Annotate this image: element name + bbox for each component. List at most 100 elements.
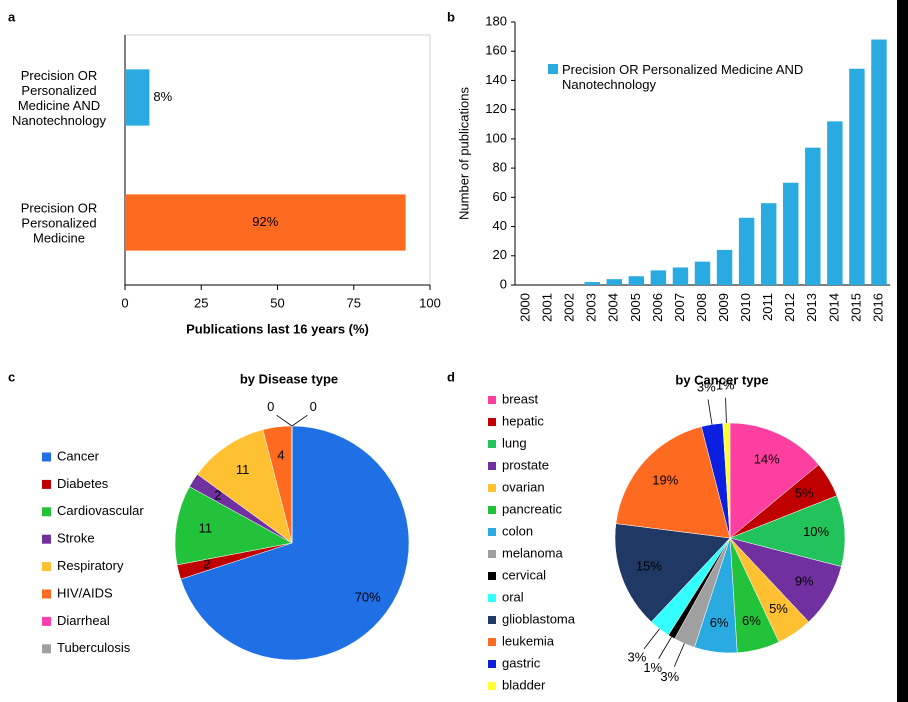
legend-swatch [42, 452, 51, 462]
value-label: 5% [795, 486, 814, 501]
pie-slice [729, 422, 819, 539]
legend-label: Precision OR Personalized Medicine AND N… [562, 62, 804, 92]
pie-slice [615, 426, 731, 539]
panel-label: b [447, 9, 455, 24]
legend-swatch [42, 479, 51, 489]
value-label: 8% [153, 89, 172, 104]
value-label: 1% [643, 660, 662, 675]
bar [606, 279, 622, 285]
value-label: 92% [252, 214, 278, 229]
legend-label: cervical [502, 567, 546, 582]
legend-label: breast [502, 391, 539, 406]
panel-label: a [8, 9, 16, 24]
bar [805, 147, 821, 285]
legend-swatch [488, 462, 496, 470]
value-label: 3% [697, 380, 716, 395]
bar [849, 68, 865, 285]
legend-swatch [42, 616, 51, 626]
bar [125, 194, 406, 251]
x-tick-label: 2008 [694, 293, 709, 322]
legend-swatch [488, 660, 496, 668]
value-label: 4 [277, 447, 284, 462]
x-tick-label: 100 [419, 295, 441, 310]
legend-label: Diarrheal [57, 613, 110, 628]
legend-swatch [488, 418, 496, 426]
pie-slice [614, 523, 731, 623]
value-label: 15% [636, 559, 662, 574]
y-tick-label: 20 [493, 247, 507, 262]
legend-label: ovarian [502, 479, 545, 494]
legend-label: HIV/AIDS [57, 585, 113, 600]
value-label: 6% [710, 615, 729, 630]
legend-label: Diabetes [57, 476, 109, 491]
legend-swatch [488, 594, 496, 602]
value-label: 11 [236, 462, 250, 477]
panel-label: c [8, 369, 15, 384]
chart-title: by Disease type [240, 371, 338, 386]
value-label: 9% [795, 573, 814, 588]
legend-label: melanoma [502, 545, 563, 560]
bar [650, 270, 667, 285]
leader-line [291, 414, 308, 427]
x-tick-label: 2003 [584, 293, 599, 322]
chart-title: by Cancer type [675, 372, 768, 387]
legend-label: Cardiovascular [57, 503, 144, 518]
leader-line [707, 399, 713, 425]
bar [584, 282, 600, 285]
legend-swatch [488, 550, 496, 558]
bar [827, 121, 843, 285]
bar [628, 276, 645, 285]
legend-label: bladder [502, 677, 546, 692]
x-tick-label: 2009 [716, 293, 731, 322]
x-tick-label: 2012 [782, 293, 797, 322]
y-tick-label: 180 [485, 13, 507, 28]
legend-swatch [488, 506, 496, 514]
value-label: 3% [628, 649, 647, 664]
value-label: 70% [355, 589, 381, 604]
value-label: 14% [754, 451, 780, 466]
leader-line [725, 397, 727, 424]
bar [672, 267, 689, 285]
x-tick-label: 2015 [848, 293, 863, 322]
legend-swatch [42, 644, 51, 654]
x-tick-label: 2014 [826, 293, 841, 322]
x-tick-label: 2002 [562, 293, 577, 322]
value-label: 3% [660, 669, 679, 684]
x-tick-label: 2000 [517, 293, 532, 322]
pie-slice [174, 486, 293, 566]
pie-slice [722, 422, 731, 539]
y-tick-label: 40 [493, 218, 507, 233]
legend-swatch [488, 682, 496, 690]
bar [760, 203, 777, 285]
bar [871, 39, 887, 286]
leader-line [276, 414, 293, 427]
x-tick-label: 2010 [738, 293, 753, 322]
bar [716, 249, 733, 285]
value-label: 2 [203, 556, 210, 571]
x-tick-label: 2013 [804, 293, 819, 322]
y-axis-title: Number of publications [456, 87, 471, 220]
legend-swatch [42, 534, 51, 544]
x-tick-label: 50 [270, 295, 284, 310]
legend-label: gastric [502, 655, 541, 670]
legend-label: lung [502, 435, 527, 450]
x-tick-label: 2005 [628, 293, 643, 322]
value-label: 5% [769, 601, 788, 616]
legend-swatch [42, 507, 51, 517]
legend-swatch [488, 572, 496, 580]
value-label: 10% [803, 524, 829, 539]
y-tick-label: Precision OR Personalized Medicine [20, 200, 98, 245]
legend-label: pancreatic [502, 501, 562, 516]
value-label: 11 [199, 521, 213, 536]
x-tick-label: 2001 [540, 293, 555, 322]
legend-swatch [488, 638, 496, 646]
bar [694, 261, 711, 285]
value-label: 6% [742, 613, 761, 628]
x-axis-title: Publications last 16 years (%) [186, 321, 369, 336]
y-tick-label: 100 [485, 130, 507, 145]
legend-swatch [42, 589, 51, 599]
legend-swatch [42, 562, 51, 572]
x-tick-label: 2016 [870, 293, 885, 322]
